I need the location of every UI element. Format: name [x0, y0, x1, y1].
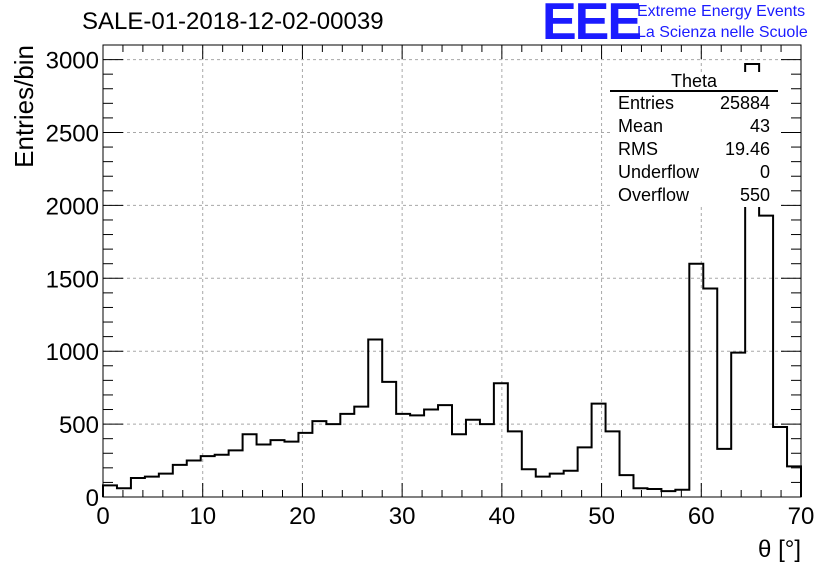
histogram-bin [215, 455, 229, 497]
y-tick-label: 2500 [46, 120, 99, 147]
y-tick-label: 3000 [46, 48, 99, 75]
histogram-bin [787, 466, 801, 497]
histogram-bin [480, 424, 494, 497]
x-tick-label: 50 [588, 503, 615, 530]
y-tick-label: 2000 [46, 193, 99, 220]
histogram-bin [731, 353, 745, 497]
chart-title: SALE-01-2018-12-02-00039 [82, 8, 384, 35]
x-tick-label: 20 [289, 503, 316, 530]
histogram-bin [494, 383, 508, 497]
histogram-bin [382, 382, 396, 497]
histogram-bin [606, 431, 620, 497]
histogram-bin [257, 445, 271, 497]
stat-row-underflow: Underflow 0 [610, 161, 778, 184]
stats-title: Theta [610, 72, 778, 92]
histogram-bin [522, 469, 536, 497]
histogram-bin [340, 414, 354, 497]
stat-value: 550 [739, 185, 770, 205]
stat-key: Underflow [618, 162, 700, 182]
y-tick-labels: 0 500 1000 1500 2000 2500 3000 [46, 48, 99, 512]
histogram-bin [159, 474, 173, 497]
x-tick-label: 70 [788, 503, 815, 530]
histogram-bin [438, 405, 452, 497]
histogram-bin [424, 410, 438, 497]
histogram-bin [647, 489, 661, 497]
axis-ticks [102, 44, 802, 498]
x-tick-label: 10 [189, 503, 216, 530]
logo-line-1: Extreme Energy Events [637, 3, 806, 20]
histogram-bin [187, 461, 201, 497]
stat-key: Mean [618, 116, 664, 136]
histogram-bin [312, 421, 326, 497]
stat-value: 25884 [719, 93, 770, 113]
histogram-bin [564, 471, 578, 497]
stat-value: 0 [759, 162, 770, 182]
plot-frame [102, 44, 802, 498]
histogram-bin [703, 288, 717, 497]
histogram-bin [410, 415, 424, 497]
stat-key: Overflow [618, 185, 690, 205]
logo-line-2: La Scienza nelle Scuole [637, 24, 808, 41]
histogram-bin [759, 216, 773, 497]
histogram-bin [396, 414, 410, 497]
histogram-bin [173, 465, 187, 497]
stat-row-rms: RMS 19.46 [610, 138, 778, 161]
histogram-bin [508, 431, 522, 497]
histogram-bin [466, 420, 480, 497]
histogram-bin [578, 447, 592, 497]
histogram-bin [103, 485, 117, 497]
y-tick-label: 500 [59, 412, 99, 439]
stat-row-entries: Entries 25884 [610, 92, 778, 115]
y-tick-label: 1000 [46, 339, 99, 366]
eee-logo: EEE [542, 0, 642, 51]
histogram-bin [243, 434, 257, 497]
x-tick-label: 60 [688, 503, 715, 530]
stats-box: Theta Entries 25884 Mean 43 RMS 19.46 Un… [610, 72, 778, 207]
histogram-bin [229, 450, 243, 497]
histogram-bin [284, 442, 298, 497]
histogram-bin [117, 488, 131, 497]
histogram-bin [368, 340, 382, 497]
histogram-outline [102, 62, 802, 497]
histogram-bin [675, 490, 689, 497]
stat-row-mean: Mean 43 [610, 115, 778, 138]
stat-key: Entries [618, 93, 675, 113]
histogram-bin [773, 427, 787, 497]
histogram-bin [298, 433, 312, 497]
histogram-bin [326, 424, 340, 497]
y-tick-label: 0 [86, 485, 99, 512]
y-tick-label: 1500 [46, 266, 99, 293]
histogram-bin [633, 488, 647, 497]
histogram-bin [592, 404, 606, 497]
histogram-bin [271, 440, 285, 497]
histogram-bin [717, 449, 731, 497]
x-tick-label: 40 [489, 503, 516, 530]
histogram-bin [145, 477, 159, 497]
stat-key: RMS [618, 139, 658, 159]
histogram-bin [536, 477, 550, 497]
x-axis-label: θ [°] [758, 536, 801, 563]
stat-value: 43 [749, 116, 770, 136]
histogram-bin [354, 407, 368, 497]
stat-row-overflow: Overflow 550 [610, 184, 778, 207]
x-tick-labels: 0 10 20 30 40 50 60 70 [96, 503, 814, 530]
histogram-bin [452, 434, 466, 497]
stat-value: 19.46 [724, 139, 770, 159]
x-tick-label: 30 [389, 503, 416, 530]
x-tick-label: 0 [96, 503, 109, 530]
y-axis-label: Entries/bin [9, 45, 39, 168]
